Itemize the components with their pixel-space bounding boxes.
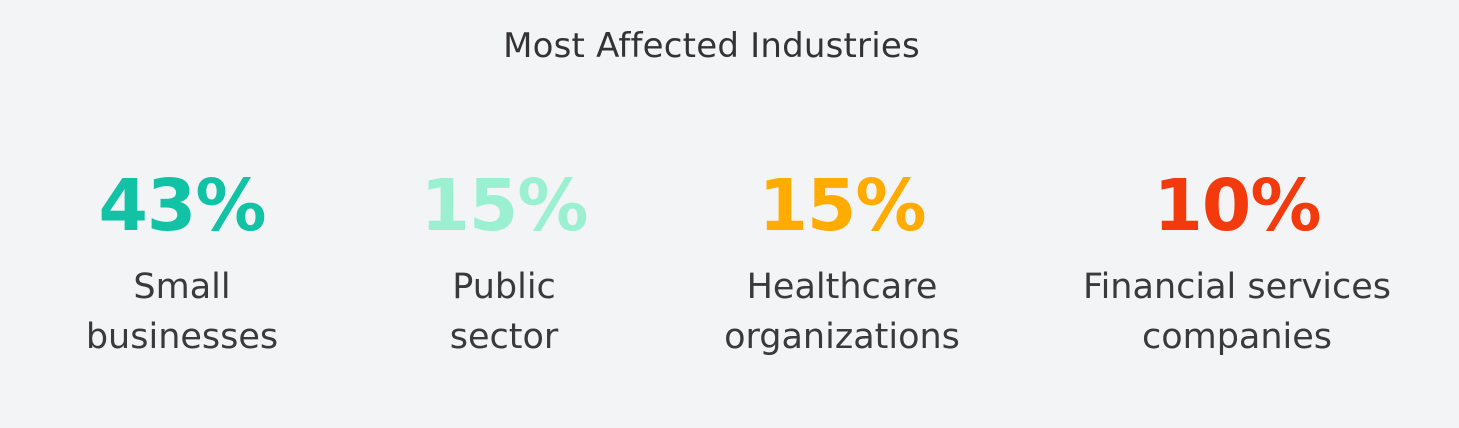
stat-small-businesses: 43% Small businesses [12, 168, 352, 362]
stat-label-line: businesses [85, 317, 279, 357]
stat-label-line: companies [1141, 317, 1333, 357]
stat-value: 10% [1153, 164, 1322, 247]
stat-healthcare: 15% Healthcare organizations [672, 168, 1012, 362]
stat-label-line: Public [452, 267, 556, 307]
stat-label: Healthcare organizations [672, 262, 1012, 362]
stat-value: 15% [758, 164, 927, 247]
stat-financial-services: 10% Financial services companies [1067, 168, 1407, 362]
stat-label: Financial services companies [1067, 262, 1407, 362]
stat-label-line: Small [133, 267, 231, 307]
stat-value: 15% [420, 164, 589, 247]
stat-label: Public sector [334, 262, 674, 362]
stat-label-line: sector [449, 317, 559, 357]
stat-public-sector: 15% Public sector [334, 168, 674, 362]
stat-value: 43% [98, 164, 267, 247]
stat-label-line: Healthcare [746, 267, 938, 307]
stat-label-line: Financial services [1083, 267, 1391, 307]
page-title: Most Affected Industries [503, 26, 920, 66]
stat-label-line: organizations [724, 317, 960, 357]
stat-label: Small businesses [12, 262, 352, 362]
